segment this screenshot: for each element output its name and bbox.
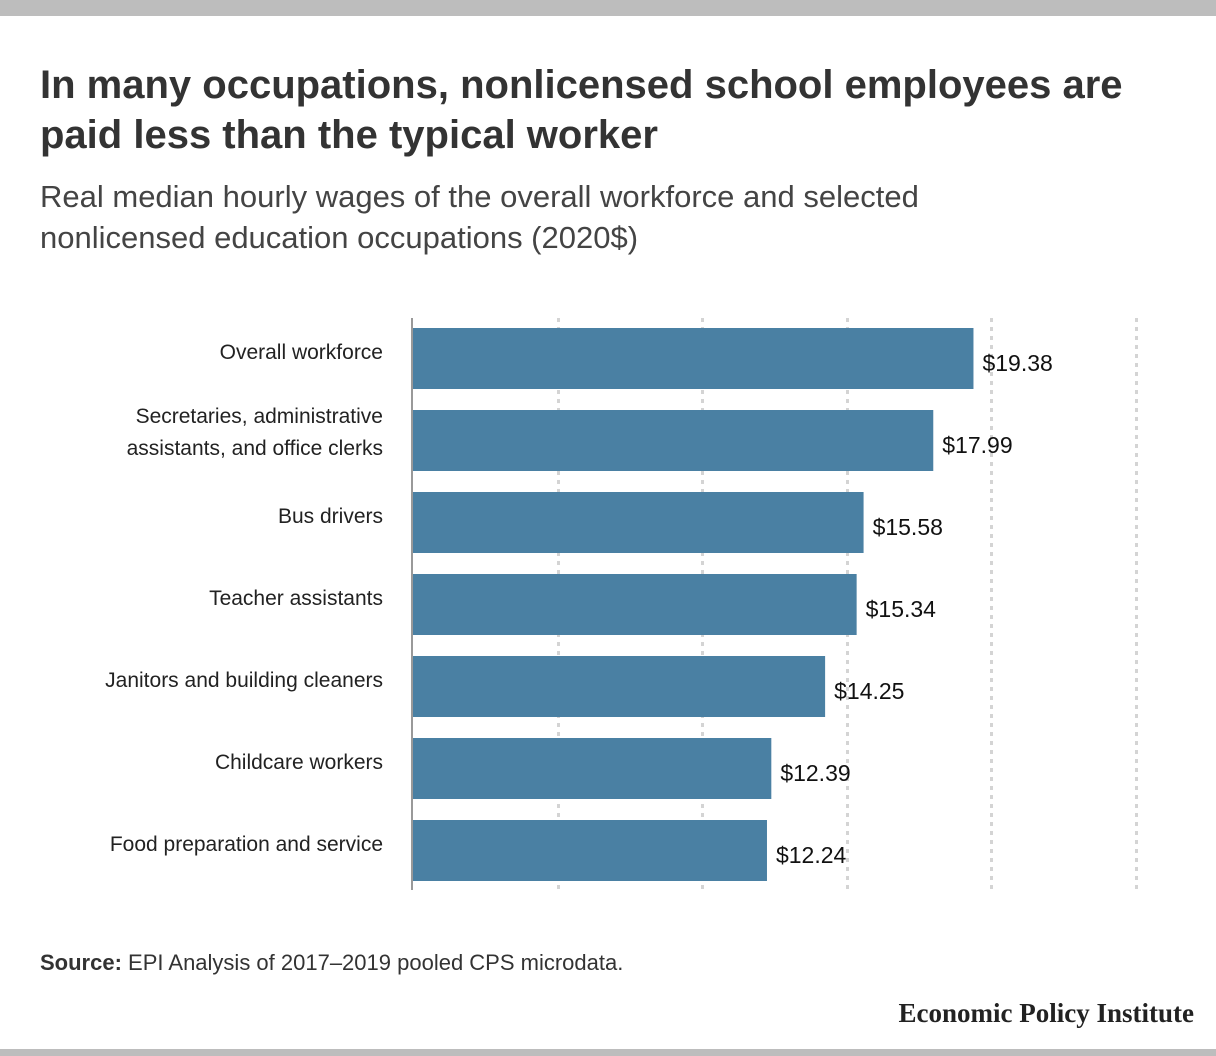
top-border bbox=[0, 0, 1216, 16]
value-label-4: $15.34 bbox=[866, 596, 937, 622]
source-label: Source: bbox=[40, 950, 122, 975]
bars bbox=[413, 328, 974, 881]
category-label-line: Childcare workers bbox=[215, 751, 383, 774]
bar-2 bbox=[413, 410, 934, 471]
category-label-5: Janitors and building cleaners bbox=[105, 669, 383, 692]
brand-logo-text: Economic Policy Institute bbox=[898, 998, 1194, 1028]
bottom-border bbox=[0, 1049, 1216, 1056]
value-label-2: $17.99 bbox=[942, 432, 1012, 458]
chart-title: In many occupations, nonlicensed school … bbox=[40, 63, 1123, 157]
value-label-6: $12.39 bbox=[780, 760, 850, 786]
category-label-line: Secretaries, administrative bbox=[136, 405, 383, 428]
category-label-line: Janitors and building cleaners bbox=[105, 669, 383, 692]
category-label-line: Food preparation and service bbox=[110, 833, 383, 856]
source-text: EPI Analysis of 2017–2019 pooled CPS mic… bbox=[121, 950, 624, 975]
bar-5 bbox=[413, 656, 826, 717]
chart-subtitle: Real median hourly wages of the overall … bbox=[40, 179, 919, 255]
bar-6 bbox=[413, 738, 772, 799]
category-label-7: Food preparation and service bbox=[110, 833, 383, 856]
category-label-line: Teacher assistants bbox=[209, 587, 383, 610]
value-label-3: $15.58 bbox=[873, 514, 943, 540]
category-label-6: Childcare workers bbox=[215, 751, 383, 774]
category-label-1: Overall workforce bbox=[220, 341, 383, 364]
value-label-5: $14.25 bbox=[834, 678, 904, 704]
labels: $19.38 Overall workforce $17.99 Secretaries… bbox=[105, 341, 1053, 868]
value-label-7: $12.24 bbox=[776, 842, 847, 868]
category-label-line: Overall workforce bbox=[220, 341, 383, 364]
category-label-line: Bus drivers bbox=[278, 505, 383, 528]
bar-4 bbox=[413, 574, 857, 635]
category-label-3: Bus drivers bbox=[278, 505, 383, 528]
bar-7 bbox=[413, 820, 767, 881]
category-label-line: assistants, and office clerks bbox=[127, 437, 383, 460]
source-note: Source: EPI Analysis of 2017–2019 pooled… bbox=[40, 950, 623, 976]
category-label-2: Secretaries, administrative assistants, a… bbox=[127, 405, 383, 460]
bar-1 bbox=[413, 328, 974, 389]
bar-3 bbox=[413, 492, 864, 553]
value-label-1: $19.38 bbox=[982, 350, 1052, 376]
category-label-4: Teacher assistants bbox=[209, 587, 383, 610]
